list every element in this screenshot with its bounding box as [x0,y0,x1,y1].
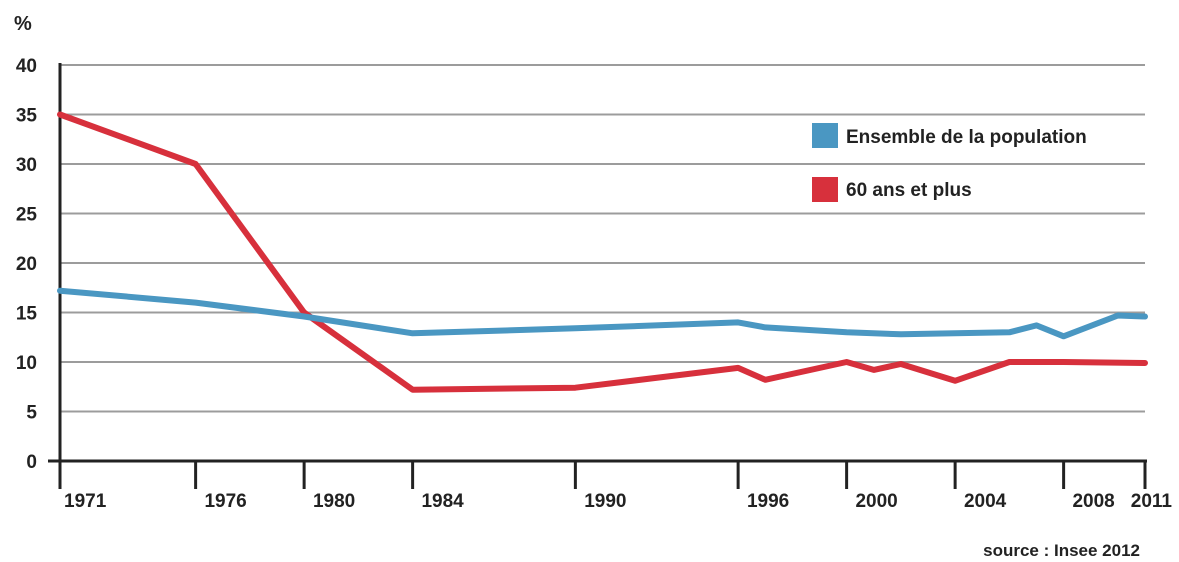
data-point-ensemble-2008 [1061,333,1067,339]
data-point-ensemble-2000 [844,329,850,335]
y-tick-label-10: 10 [16,353,37,374]
legend: Ensemble de la population 60 ans et plus [812,123,1087,202]
data-point-60-ans-1971 [57,112,63,117]
x-tick-label-1984: 1984 [421,491,464,512]
data-point-ensemble-1996 [735,319,741,325]
data-point-ensemble-1990 [572,325,578,331]
data-point-ensemble-1980 [301,313,307,319]
data-point-ensemble-2002 [898,331,904,337]
x-tick-label-1996: 1996 [747,491,789,512]
data-point-ensemble-2010 [1115,312,1121,318]
series-line-60-ans [57,111,1148,393]
x-tick-label-2008: 2008 [1072,491,1114,512]
y-tick-label-35: 35 [16,106,38,127]
legend-label-ensemble: Ensemble de la population [846,127,1087,148]
data-point-60-ans-1996 [735,365,741,371]
data-point-ensemble-1984 [410,330,416,336]
data-point-60-ans-2006 [1006,359,1012,365]
y-tick-label-15: 15 [16,304,38,325]
y-axis-unit-label: % [14,13,32,35]
data-point-60-ans-2002 [898,361,904,367]
y-tick-label-40: 40 [16,56,37,77]
data-point-ensemble-2011 [1142,313,1148,319]
data-point-ensemble-2006 [1006,329,1012,335]
data-point-60-ans-1990 [572,385,578,391]
y-tick-label-30: 30 [16,155,37,176]
x-tick-label-2004: 2004 [964,491,1007,512]
data-point-60-ans-1984 [410,387,416,393]
data-point-60-ans-1976 [193,161,199,167]
y-tick-label-25: 25 [16,205,38,226]
series-lines [57,111,1148,393]
x-tick-label-1971: 1971 [64,491,107,512]
x-tick-label-1990: 1990 [584,491,626,512]
y-tick-label-20: 20 [16,254,37,275]
data-point-60-ans-2001 [871,367,877,373]
y-tick-label-5: 5 [26,403,37,424]
axes: 0 5 10 15 20 25 30 35 40 1971 1976 1980 1984 1990 1996… [16,56,1173,512]
data-point-ensemble-1997 [762,324,768,330]
legend-label-60-ans: 60 ans et plus [846,180,972,201]
data-point-60-ans-1997 [762,377,768,383]
x-tick-label-1976: 1976 [204,491,246,512]
data-point-ensemble-1976 [193,300,199,306]
x-tick-label-2011: 2011 [1131,491,1173,512]
data-point-60-ans-2000 [844,359,850,365]
data-point-60-ans-2011 [1142,360,1148,366]
x-tick-label-1980: 1980 [313,491,355,512]
source-note: source : Insee 2012 [983,541,1140,560]
series-line-ensemble [57,287,1148,340]
legend-swatch-60-ans [812,177,838,202]
gridlines [60,64,1145,413]
data-point-ensemble-1971 [57,288,63,294]
data-point-ensemble-2007 [1034,322,1039,328]
data-point-60-ans-2004 [952,378,958,384]
x-tick-label-2000: 2000 [855,491,897,512]
legend-swatch-ensemble [812,123,838,148]
data-point-60-ans-2008 [1061,359,1067,365]
y-tick-label-0: 0 [26,452,37,473]
